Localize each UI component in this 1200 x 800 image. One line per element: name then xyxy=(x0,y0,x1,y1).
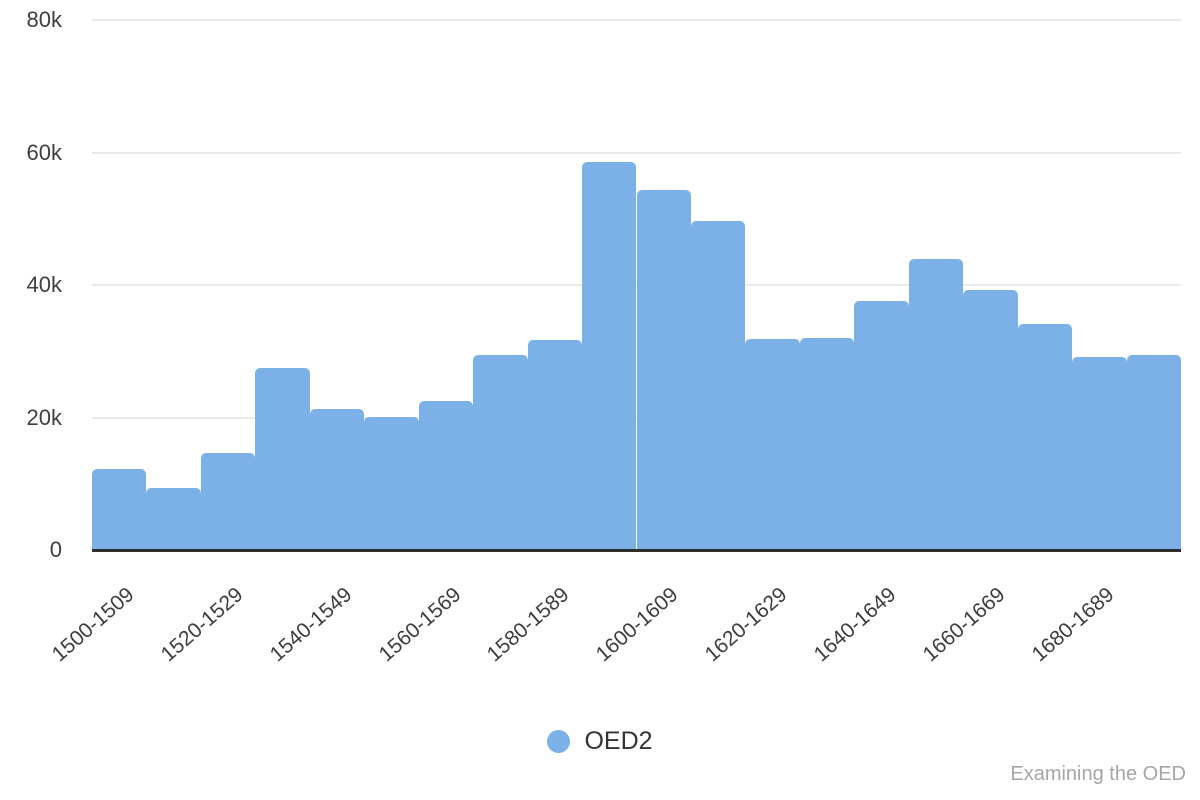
x-axis-tick-label: 1680-1689 xyxy=(1027,583,1119,667)
watermark-text: Examining the OED xyxy=(1010,763,1186,785)
legend-label: OED2 xyxy=(584,726,653,755)
bar-1650-1659[interactable] xyxy=(908,258,964,550)
bar-1540-1549[interactable] xyxy=(309,408,365,550)
bar-1570-1579[interactable] xyxy=(473,355,528,550)
bar-1530-1539[interactable] xyxy=(255,368,310,550)
legend-dot-icon xyxy=(547,729,571,753)
x-axis-tick-label: 1640-1649 xyxy=(809,583,901,667)
x-axis-tick-label: 1620-1629 xyxy=(700,583,792,667)
bar-1690-1699[interactable] xyxy=(1126,355,1181,550)
bar-1680-1689[interactable] xyxy=(1072,357,1127,550)
gridline xyxy=(92,151,1181,154)
y-axis-tick-label: 80k xyxy=(26,7,62,32)
legend-item-oed2[interactable]: OED2 xyxy=(547,726,653,756)
bar-1590-1599[interactable] xyxy=(582,161,637,550)
bar-1620-1629[interactable] xyxy=(745,338,800,550)
x-axis-tick-label: 1560-1569 xyxy=(374,583,466,667)
x-axis-tick-label: 1500-1509 xyxy=(47,583,139,667)
bar-1660-1669[interactable] xyxy=(963,289,1018,550)
y-axis-tick-label: 60k xyxy=(26,139,62,165)
legend: OED2 xyxy=(0,726,1200,756)
y-axis-tick-label: 40k xyxy=(26,272,62,297)
x-axis-tick-label: 1580-1589 xyxy=(483,583,574,667)
bar-1560-1569[interactable] xyxy=(418,400,474,550)
bar-1550-1559[interactable] xyxy=(364,416,419,550)
bar-1520-1529[interactable] xyxy=(200,452,256,550)
bar-1500-1509[interactable] xyxy=(92,469,147,550)
x-axis-tick-label: 1540-1549 xyxy=(265,583,357,667)
bar-1580-1589[interactable] xyxy=(527,339,583,550)
y-axis-tick-label: 0 xyxy=(49,537,62,562)
bar-1640-1649[interactable] xyxy=(854,300,909,550)
bar-1630-1639[interactable] xyxy=(799,338,855,550)
gridline xyxy=(92,19,1181,21)
x-axis-tick-label: 1520-1529 xyxy=(156,583,248,667)
bar-1600-1609[interactable] xyxy=(636,190,691,550)
x-axis-tick-label: 1660-1669 xyxy=(918,583,1010,667)
bar-1510-1519[interactable] xyxy=(146,487,201,550)
bar-1610-1619[interactable] xyxy=(690,220,746,550)
y-axis-tick-label: 20k xyxy=(26,404,62,430)
bar-1670-1679[interactable] xyxy=(1017,324,1073,550)
x-axis-line xyxy=(92,548,1181,552)
x-axis-tick-label: 1600-1609 xyxy=(591,583,683,667)
